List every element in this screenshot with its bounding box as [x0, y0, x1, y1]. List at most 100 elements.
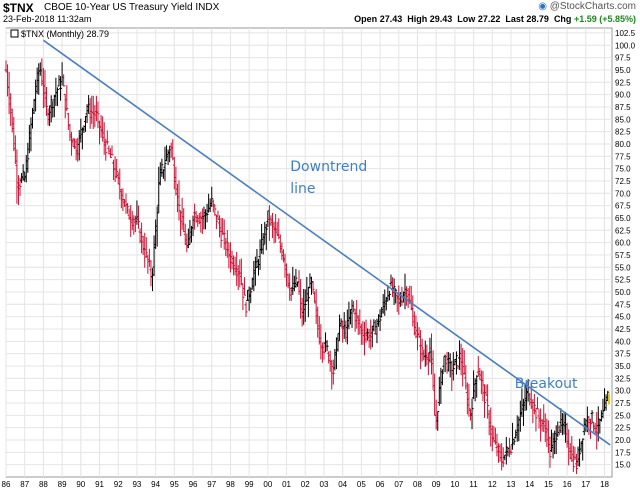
- symbol-label: $TNX: [3, 1, 34, 15]
- brand-text: @StockCharts.com: [549, 1, 636, 12]
- high-value: 29.43: [429, 14, 453, 24]
- x-tick-label: 13: [507, 480, 516, 489]
- y-tick-label: 80.0: [615, 140, 631, 149]
- chg-value: +1.59 (+5.85%): [573, 14, 636, 24]
- y-tick-label: 100.0: [615, 41, 636, 50]
- y-tick-label: 15.0: [615, 461, 631, 470]
- y-tick-label: 55.0: [615, 263, 631, 272]
- x-tick-label: 16: [563, 480, 572, 489]
- y-tick-label: 90.0: [615, 91, 631, 100]
- chg-label: Chg: [553, 14, 572, 24]
- legend-swatch: [10, 29, 19, 38]
- x-tick-label: 96: [189, 480, 198, 489]
- legend-label: $TNX (Monthly) 28.79: [21, 29, 109, 39]
- last-label: Last: [505, 14, 524, 24]
- y-tick-label: 72.5: [615, 177, 631, 186]
- open-label: Open: [354, 14, 378, 24]
- x-tick-label: 17: [581, 480, 590, 489]
- x-tick-label: 09: [432, 480, 441, 489]
- x-tick-label: 93: [132, 480, 141, 489]
- y-tick-label: 25.0: [615, 411, 631, 420]
- y-tick-label: 32.5: [615, 374, 631, 383]
- x-tick-label: 88: [39, 480, 48, 489]
- x-tick-label: 06: [376, 480, 385, 489]
- y-tick-label: 87.5: [615, 103, 631, 112]
- x-tick-label: 97: [207, 480, 216, 489]
- x-tick-label: 04: [338, 480, 347, 489]
- exchange-label: INDX: [195, 2, 220, 13]
- x-tick-label: 15: [544, 480, 553, 489]
- x-tick-label: 12: [488, 480, 497, 489]
- instrument-title: CBOE 10-Year US Treasury Yield: [44, 2, 193, 13]
- y-tick-label: 47.5: [615, 300, 631, 309]
- y-tick-label: 22.5: [615, 424, 631, 433]
- y-tick-label: 82.5: [615, 128, 631, 137]
- y-tick-label: 62.5: [615, 226, 631, 235]
- downtrend-line: [42, 39, 611, 446]
- x-tick-label: 18: [600, 480, 609, 489]
- y-tick-label: 70.0: [615, 189, 631, 198]
- y-tick-label: 67.5: [615, 202, 631, 211]
- y-tick-label: 85.0: [615, 115, 631, 124]
- y-tick-label: 57.5: [615, 251, 631, 260]
- y-tick-label: 17.5: [615, 448, 631, 457]
- y-tick-label: 97.5: [615, 54, 631, 63]
- y-tick-label: 60.0: [615, 239, 631, 248]
- x-tick-label: 01: [282, 480, 291, 489]
- x-tick-label: 92: [114, 480, 123, 489]
- legend: $TNX (Monthly) 28.79: [10, 29, 109, 39]
- y-tick-label: 52.5: [615, 276, 631, 285]
- y-tick-label: 95.0: [615, 66, 631, 75]
- x-tick-label: 00: [263, 480, 272, 489]
- x-tick-label: 08: [413, 480, 422, 489]
- x-tick-label: 14: [525, 480, 534, 489]
- open-value: 27.43: [379, 14, 403, 24]
- x-tick-label: 89: [58, 480, 67, 489]
- x-tick-label: 11: [469, 480, 478, 489]
- chart-header: $TNX CBOE 10-Year US Treasury Yield INDX…: [0, 0, 640, 24]
- annotation-text: Downtrend: [290, 159, 367, 175]
- y-tick-label: 30.0: [615, 387, 631, 396]
- y-tick-label: 27.5: [615, 399, 631, 408]
- y-tick-label: 65.0: [615, 214, 631, 223]
- brand-label: ◉ @StockCharts.com: [538, 1, 636, 12]
- high-label: High: [407, 14, 428, 24]
- last-value: 28.79: [526, 14, 549, 24]
- y-tick-label: 42.5: [615, 325, 631, 334]
- x-axis: 86 87 88 89 90 91 92 93 94 95 96 97 98 99 00 01 02 03 04 05…: [2, 480, 610, 489]
- x-tick-label: 99: [245, 480, 254, 489]
- stockcharts-logo-icon: ◉: [538, 1, 547, 12]
- grid-lines: [5, 28, 612, 477]
- annotation-text: line: [290, 181, 315, 197]
- y-tick-label: 77.5: [615, 152, 631, 161]
- x-tick-label: 95: [170, 480, 179, 489]
- x-tick-label: 90: [76, 480, 85, 489]
- annotations: Downtrend line Breakout: [290, 159, 578, 392]
- low-label: Low: [457, 14, 476, 24]
- y-tick-label: 40.0: [615, 337, 631, 346]
- x-tick-label: 03: [320, 480, 329, 489]
- timestamp: 23-Feb-2018 11:32am: [3, 14, 92, 24]
- y-tick-label: 102.5: [615, 29, 636, 38]
- y-tick-label: 35.0: [615, 362, 631, 371]
- y-tick-label: 37.5: [615, 350, 631, 359]
- x-tick-label: 07: [394, 480, 403, 489]
- plot-area: [5, 27, 613, 478]
- x-tick-label: 87: [20, 480, 29, 489]
- y-axis: 102.5 100.0 97.5 95.0 92.5 90.0 87.5 85.0 82.5 80…: [615, 29, 636, 470]
- y-tick-label: 92.5: [615, 78, 631, 87]
- x-tick-label: 86: [2, 480, 11, 489]
- y-tick-label: 20.0: [615, 436, 631, 445]
- x-tick-label: 94: [151, 480, 160, 489]
- annotation-text: Breakout: [515, 376, 578, 392]
- x-tick-label: 10: [450, 480, 459, 489]
- y-tick-label: 50.0: [615, 288, 631, 297]
- instrument-name: CBOE 10-Year US Treasury Yield INDX: [44, 2, 219, 13]
- x-tick-label: 98: [226, 480, 235, 489]
- y-tick-label: 45.0: [615, 313, 631, 322]
- x-tick-label: 91: [95, 480, 104, 489]
- quote-summary: Open 27.43 High 29.43 Low 27.22 Last 28.…: [354, 14, 636, 24]
- y-tick-label: 75.0: [615, 165, 631, 174]
- x-tick-label: 02: [301, 480, 310, 489]
